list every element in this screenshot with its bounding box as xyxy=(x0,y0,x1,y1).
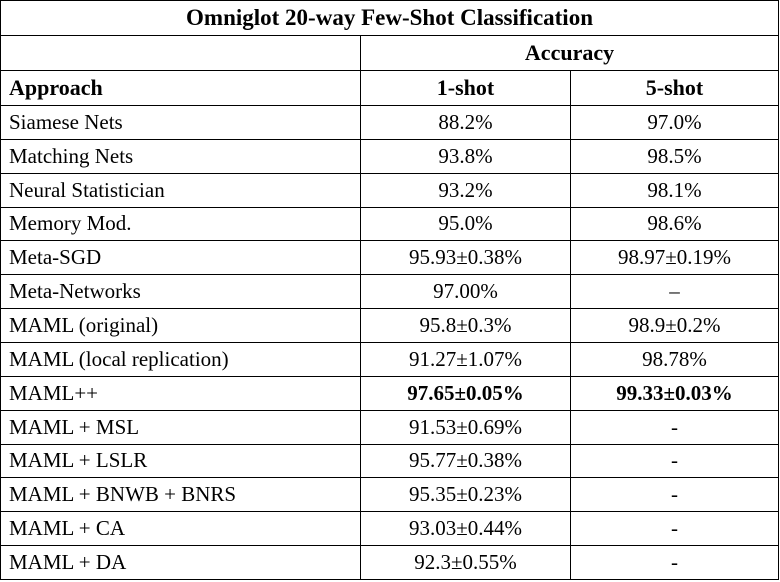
five-shot-cell: - xyxy=(569,409,780,445)
approach-cell: Matching Nets xyxy=(0,138,361,174)
approach-cell: Memory Mod. xyxy=(0,206,361,242)
approach-cell: MAML (original) xyxy=(0,308,361,343)
table-title: Omniglot 20-way Few-Shot Classification xyxy=(0,0,780,36)
one-shot-cell: 93.2% xyxy=(360,172,571,208)
five-shot-cell: 98.5% xyxy=(569,138,780,174)
approach-cell: Neural Statistician xyxy=(0,172,361,208)
approach-cell: Meta-SGD xyxy=(0,240,361,276)
one-shot-cell: 95.93±0.38% xyxy=(360,240,571,276)
table-row-best-result: MAML++ 97.65±0.05% 99.33±0.03% xyxy=(0,375,780,411)
approach-cell: Meta-Networks xyxy=(0,274,361,310)
empty-header-cell xyxy=(0,34,361,71)
one-shot-cell: 91.27±1.07% xyxy=(360,341,571,377)
one-shot-cell: 91.53±0.69% xyxy=(360,409,571,445)
five-shot-cell: - xyxy=(569,477,780,513)
one-shot-column-header: 1-shot xyxy=(360,69,571,106)
one-shot-cell: 95.0% xyxy=(360,206,571,242)
accuracy-header-row: Accuracy xyxy=(0,34,780,71)
five-shot-cell: - xyxy=(569,443,780,479)
approach-cell: MAML + BNWB + BNRS xyxy=(0,477,361,513)
accuracy-header: Accuracy xyxy=(359,34,780,71)
approach-cell: MAML + LSLR xyxy=(0,443,361,479)
table-row: MAML + CA 93.03±0.44% - xyxy=(0,511,780,547)
table-row: Meta-Networks 97.00% – xyxy=(0,274,780,310)
five-shot-cell: - xyxy=(569,511,780,547)
table-row: MAML + LSLR 95.77±0.38% - xyxy=(0,443,780,479)
one-shot-cell: 97.65±0.05% xyxy=(360,375,571,411)
one-shot-cell: 95.35±0.23% xyxy=(360,477,571,513)
table-row: Siamese Nets 88.2% 97.0% xyxy=(0,104,780,140)
column-header-row: Approach 1-shot 5-shot xyxy=(0,69,780,106)
approach-cell: MAML + MSL xyxy=(0,409,361,445)
approach-cell: MAML++ xyxy=(0,375,361,411)
five-shot-cell: - xyxy=(569,545,780,580)
one-shot-cell: 93.8% xyxy=(360,138,571,174)
five-shot-cell: – xyxy=(569,274,780,310)
five-shot-cell: 98.97±0.19% xyxy=(569,240,780,276)
five-shot-cell: 99.33±0.03% xyxy=(569,375,780,411)
one-shot-cell: 88.2% xyxy=(360,104,571,140)
table-row: MAML + BNWB + BNRS 95.35±0.23% - xyxy=(0,477,780,513)
one-shot-cell: 95.77±0.38% xyxy=(360,443,571,479)
five-shot-cell: 98.9±0.2% xyxy=(569,308,780,343)
five-shot-cell: 98.1% xyxy=(569,172,780,208)
table-title-row: Omniglot 20-way Few-Shot Classification xyxy=(0,0,780,36)
one-shot-cell: 93.03±0.44% xyxy=(360,511,571,547)
table-row: Neural Statistician 93.2% 98.1% xyxy=(0,172,780,208)
table-row: Matching Nets 93.8% 98.5% xyxy=(0,138,780,174)
five-shot-cell: 97.0% xyxy=(569,104,780,140)
approach-column-header: Approach xyxy=(0,69,361,106)
approach-cell: MAML + CA xyxy=(0,511,361,547)
one-shot-cell: 92.3±0.55% xyxy=(360,545,571,580)
approach-cell: MAML + DA xyxy=(0,545,361,580)
one-shot-cell: 95.8±0.3% xyxy=(360,308,571,343)
table-row: MAML (local replication) 91.27±1.07% 98.… xyxy=(0,341,780,377)
table-row: Memory Mod. 95.0% 98.6% xyxy=(0,206,780,242)
five-shot-cell: 98.6% xyxy=(569,206,780,242)
approach-cell: Siamese Nets xyxy=(0,104,361,140)
five-shot-column-header: 5-shot xyxy=(569,69,780,106)
table-row: Meta-SGD 95.93±0.38% 98.97±0.19% xyxy=(0,240,780,276)
table-row: MAML + MSL 91.53±0.69% - xyxy=(0,409,780,445)
five-shot-cell: 98.78% xyxy=(569,341,780,377)
approach-cell: MAML (local replication) xyxy=(0,341,361,377)
one-shot-cell: 97.00% xyxy=(360,274,571,310)
table-row: MAML (original) 95.8±0.3% 98.9±0.2% xyxy=(0,308,780,343)
table-row: MAML + DA 92.3±0.55% - xyxy=(0,545,780,580)
